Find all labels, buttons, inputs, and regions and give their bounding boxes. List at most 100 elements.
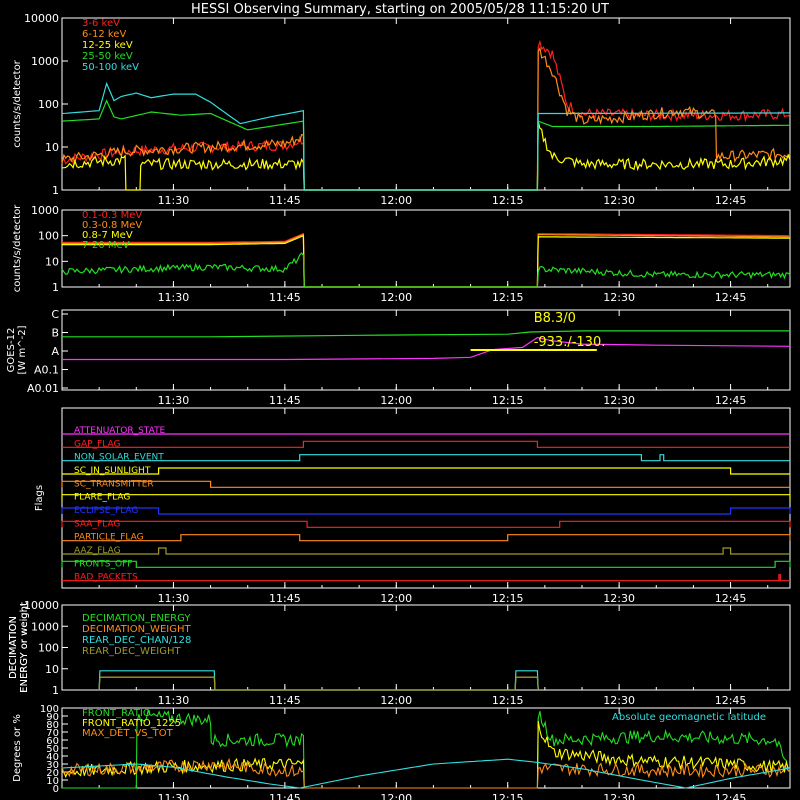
flag-label: AAZ_FLAG: [74, 546, 121, 556]
series-12-25-kev: [61, 121, 791, 191]
y-tick-label: 50: [46, 744, 59, 755]
flag-trace-aaz_flag: [62, 547, 790, 555]
series-rear-dec-chan-128: [98, 670, 539, 691]
y-tick-label: 80: [46, 720, 59, 731]
goes-annotation-top: B8.3/0: [534, 311, 576, 326]
x-tick-label: 12:30: [603, 194, 635, 207]
goes-annotation-bottom: -933./-130.: [534, 335, 606, 350]
flag-label: ATTENUATOR_STATE: [74, 426, 166, 436]
y-tick-label: 1: [52, 184, 59, 197]
panel-flags: 11:30 11:45 12:00 12:15 12:30 12:45 Flags ATTEN…: [34, 407, 791, 605]
y-axis-label: ENERGY or weight: [19, 602, 30, 693]
legend-entry: FRONT_RATIO: [82, 708, 151, 719]
flag-label: SAA_FLAG: [74, 519, 120, 529]
series-decimation-weight: [98, 676, 539, 691]
flag-trace-sc_in_sunlight: [62, 467, 790, 475]
legend-entry: 25-50 keV: [82, 51, 133, 62]
x-tick-label: 11:30: [158, 792, 190, 800]
flag-trace-gap_flag: [62, 440, 790, 448]
y-tick-label: A: [51, 345, 59, 358]
flag-trace-particle_flag: [62, 534, 791, 542]
goes-short: [62, 336, 791, 361]
x-tick-label: 12:15: [492, 394, 524, 407]
panel-frame: [61, 309, 791, 391]
flag-label: SC_TRANSMITTER: [74, 479, 154, 489]
y-tick-label: 1: [52, 281, 59, 294]
x-tick-label: 11:30: [158, 194, 190, 207]
y-tick-label: C: [51, 308, 59, 321]
series-50-100-kev: [61, 81, 790, 191]
y-tick-label: 100: [38, 98, 59, 111]
x-tick-label: 12:45: [715, 792, 747, 800]
y-tick-label: 10: [46, 776, 59, 787]
series-rear-dec-weight: [98, 676, 539, 691]
x-tick-label: 11:30: [158, 291, 190, 304]
x-tick-label: 12:45: [715, 394, 747, 407]
legend-entry: 0.8-7 MeV: [82, 230, 133, 241]
x-tick-label: 12:30: [603, 394, 635, 407]
y-tick-label: 1000: [31, 55, 59, 68]
panel-mev-rates: 11:30 11:45 12:00 12:15 12:30 12:45 counts/s/d…: [12, 204, 791, 304]
x-tick-label: 11:45: [269, 194, 301, 207]
legend-entry: DECIMATION_WEIGHT: [82, 624, 191, 635]
series-absolute-geomagnetic-latitude: [61, 758, 791, 789]
y-tick-label: 10: [45, 255, 59, 268]
x-tick-label: 12:30: [603, 792, 635, 800]
x-tick-label: 12:00: [380, 694, 412, 707]
series-0-1-0-3-mev: [62, 232, 791, 288]
y-axis-label: Degrees or %: [12, 714, 23, 782]
annotation-geomagnetic: Absolute geomagnetic latitude: [612, 712, 766, 723]
y-tick-label: 10000: [24, 12, 59, 25]
legend-entry: FRONT_RATIO_1225: [82, 718, 181, 729]
flag-trace-flare_flag: [61, 494, 791, 501]
flag-label: BAD_PACKETS: [74, 573, 138, 583]
x-tick-label: 12:30: [603, 291, 635, 304]
x-tick-label: 12:15: [492, 194, 524, 207]
flag-label: SC_IN_SUNLIGHT: [74, 466, 151, 476]
panel-frame: [61, 407, 791, 589]
x-tick-label: 11:45: [269, 694, 301, 707]
y-axis-label: [W m^-2]: [17, 325, 28, 374]
x-tick-label: 12:00: [380, 592, 412, 605]
goes-long: [62, 330, 790, 338]
legend-entry: REAR_DEC_CHAN/128: [82, 635, 191, 646]
x-tick-label: 12:00: [380, 394, 412, 407]
y-tick-label: 70: [46, 728, 59, 739]
legend-entry: MAX_DET_VS_TOT: [82, 728, 174, 739]
flag-trace-sc_transmitter: [61, 480, 790, 488]
x-tick-label: 11:45: [269, 592, 301, 605]
x-tick-label: 12:00: [380, 291, 412, 304]
x-tick-label: 12:15: [492, 694, 524, 707]
y-axis-label: GOES-12: [6, 328, 17, 373]
y-tick-label: 60: [46, 736, 59, 747]
legend-entry: 6-12 keV: [82, 29, 126, 40]
series-max-det-vs-tot: [61, 757, 791, 789]
x-tick-label: 11:45: [269, 394, 301, 407]
y-tick-label: 40: [46, 752, 59, 763]
panel-count-rates: 11:30 11:45 12:00 12:15 12:30 12:45 counts/s/d…: [12, 12, 791, 207]
legend-entry: 3-6 keV: [82, 18, 120, 29]
flag-label: PARTICLE_FLAG: [74, 533, 144, 543]
x-tick-label: 12:00: [380, 792, 412, 800]
x-tick-label: 11:45: [269, 291, 301, 304]
y-tick-label: 0: [53, 784, 59, 795]
flag-trace-non_solar_event: [62, 454, 790, 462]
x-tick-label: 12:45: [715, 592, 747, 605]
y-axis-label: counts/s/detector: [12, 204, 23, 292]
x-tick-label: 12:45: [715, 694, 747, 707]
flag-label: GAP_FLAG: [74, 439, 120, 449]
y-tick-label: 10: [45, 141, 59, 154]
flag-label: NON_SOLAR_EVENT: [74, 453, 164, 463]
y-tick-label: B: [51, 327, 59, 340]
x-tick-label: 12:30: [603, 694, 635, 707]
x-tick-label: 12:30: [603, 592, 635, 605]
y-tick-label: 1000: [31, 620, 59, 633]
legend-entry: 0.1-0.3 MeV: [82, 210, 142, 221]
x-tick-label: 11:45: [269, 792, 301, 800]
panel-frame: [61, 209, 791, 288]
flag-trace-eclipse_flag: [61, 507, 791, 515]
x-tick-label: 12:45: [715, 291, 747, 304]
series-25-50-kev: [61, 99, 790, 191]
legend-entry: DECIMATION_ENERGY: [82, 613, 191, 624]
y-tick-label: A0.01: [27, 382, 59, 395]
